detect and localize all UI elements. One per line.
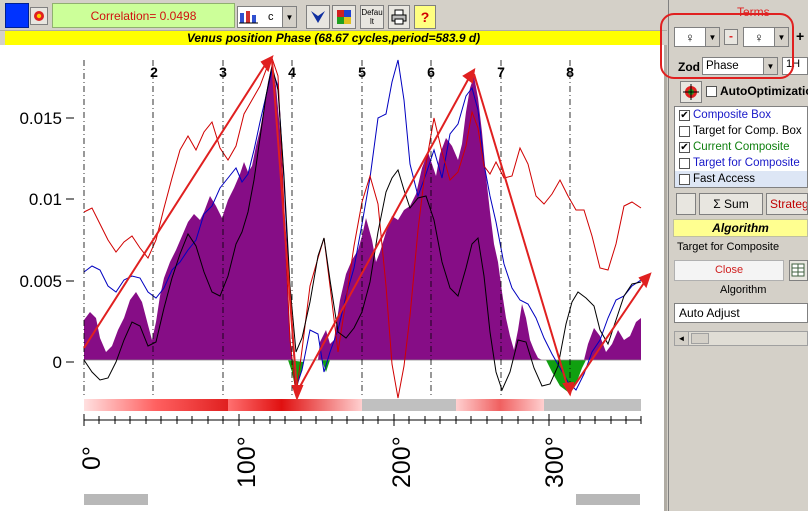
chart-area: 0° 100° 200° 300° 0.015 0.01 0.005 0 2 3… (0, 45, 667, 511)
chevron-down-icon[interactable]: ▼ (705, 28, 719, 46)
composite-fill-positive (84, 64, 292, 360)
chart-svg: 0° 100° 200° 300° 0.015 0.01 0.005 0 2 3… (19, 55, 652, 505)
bar-chart-icon (239, 11, 258, 24)
sheet-icon[interactable] (789, 260, 808, 281)
option-item[interactable]: Target for Comp. Box (675, 123, 807, 139)
series-red-line (83, 56, 642, 399)
composite-fill-positive-3 (584, 318, 641, 360)
option-label: Current Composite (693, 141, 790, 153)
segment-label-2: 2 (150, 64, 158, 80)
chevron-down-icon[interactable]: ▼ (282, 7, 296, 27)
option-checkbox[interactable]: ✔ (679, 141, 690, 153)
y-tick-0015: 0.015 (19, 109, 62, 128)
scroll-left-icon[interactable]: ◄ (675, 332, 689, 345)
phase-color-strip (84, 399, 641, 411)
chart-type-select[interactable]: c ▼ (237, 6, 297, 28)
scroll-thumb[interactable] (691, 333, 709, 344)
option-item[interactable]: Fast Access (675, 171, 807, 187)
strategy-button[interactable]: Strateg (766, 193, 808, 215)
zod-value: Phase (706, 60, 739, 72)
option-item[interactable]: ✔ Composite Box (675, 107, 807, 123)
chevron-down-icon[interactable]: ▼ (774, 28, 788, 46)
option-label: Fast Access (693, 173, 755, 185)
planet1-symbol: ♀ (685, 29, 695, 45)
algorithm-label: Algorithm (720, 284, 767, 296)
option-item[interactable]: ✔ Current Composite (675, 139, 807, 155)
sum-button[interactable]: Σ Sum (699, 193, 763, 215)
segment-label-5: 5 (358, 64, 366, 80)
help-label: ? (420, 9, 430, 25)
highlight-circle (660, 13, 794, 79)
option-label: Target for Comp. Box (693, 125, 802, 137)
horizontal-scrollbar[interactable]: ◄ (674, 331, 808, 346)
autoopt-label: AutoOptimization (720, 84, 808, 98)
planet1-select[interactable]: ♀ ▼ (674, 27, 720, 47)
algorithm-select[interactable]: Auto Adjust (674, 303, 808, 323)
correlation-readout: Correlation= 0.0498 (52, 3, 235, 28)
palette-icon[interactable] (332, 5, 356, 29)
chevron-down-icon[interactable]: ▼ (763, 58, 777, 74)
target-icon[interactable] (680, 81, 702, 103)
option-label: Target for Composite (693, 157, 800, 169)
plus-button[interactable]: + (796, 28, 805, 44)
option-checkbox[interactable]: ✔ (679, 109, 690, 121)
composite-fill-positive-2 (318, 76, 542, 360)
planet2-select[interactable]: ♀ ▼ (743, 27, 789, 47)
filter-icon[interactable] (306, 5, 330, 29)
segment-label-3: 3 (219, 64, 227, 80)
y-tick-0: 0 (53, 353, 62, 372)
blank-button[interactable] (676, 193, 696, 215)
minus-button[interactable]: - (724, 29, 738, 45)
segment-label-7: 7 (497, 64, 505, 80)
segment-label-6: 6 (427, 64, 435, 80)
options-list: ✔ Composite Box Target for Comp. Box ✔ Curre… (674, 106, 808, 188)
trend-arrows (83, 55, 652, 401)
scroll-thumb-right[interactable] (576, 494, 640, 505)
default-label: Default (361, 8, 383, 26)
color-square-button[interactable] (5, 3, 29, 28)
close-button[interactable]: Close (674, 260, 784, 281)
x-tick-100: 100° (233, 436, 261, 488)
planet2-symbol: ♀ (754, 29, 764, 45)
target-composite-label: Target for Composite (677, 241, 780, 253)
y-tick-0005: 0.005 (19, 272, 62, 291)
y-tick-001: 0.01 (29, 190, 62, 209)
algorithm-header: Algorithm (673, 219, 808, 237)
gear-icon[interactable] (30, 7, 48, 25)
help-button[interactable]: ? (414, 5, 436, 29)
splitter[interactable] (664, 45, 667, 511)
x-axis (83, 414, 642, 426)
option-checkbox[interactable] (679, 173, 690, 185)
option-item[interactable]: Target for Composite (675, 155, 807, 171)
segment-lines (83, 60, 571, 398)
composite-fill-negative (288, 360, 586, 392)
series-blue-line (83, 59, 642, 391)
zod-select[interactable]: Phase ▼ (702, 57, 778, 75)
toolbar: Correlation= 0.0498 c ▼ Default ? (0, 0, 667, 31)
x-tick-0: 0° (78, 446, 106, 470)
terms-label: Terms (737, 5, 770, 19)
option-checkbox[interactable] (679, 125, 690, 137)
default-button[interactable]: Default (360, 5, 384, 29)
segment-label-8: 8 (566, 64, 574, 80)
x-tick-200: 200° (388, 436, 416, 488)
segment-label-4: 4 (288, 64, 296, 80)
chart-title: Venus position Phase (68.67 cycles,perio… (5, 31, 662, 45)
option-checkbox[interactable] (679, 157, 690, 169)
scroll-thumb-left[interactable] (84, 494, 148, 505)
zod-label: Zod (678, 60, 700, 74)
autoopt-checkbox[interactable] (706, 86, 717, 97)
x-tick-300: 300° (541, 436, 569, 488)
chart-type-label: c (268, 11, 274, 23)
option-label: Composite Box (693, 109, 771, 121)
printer-icon[interactable] (388, 5, 410, 29)
